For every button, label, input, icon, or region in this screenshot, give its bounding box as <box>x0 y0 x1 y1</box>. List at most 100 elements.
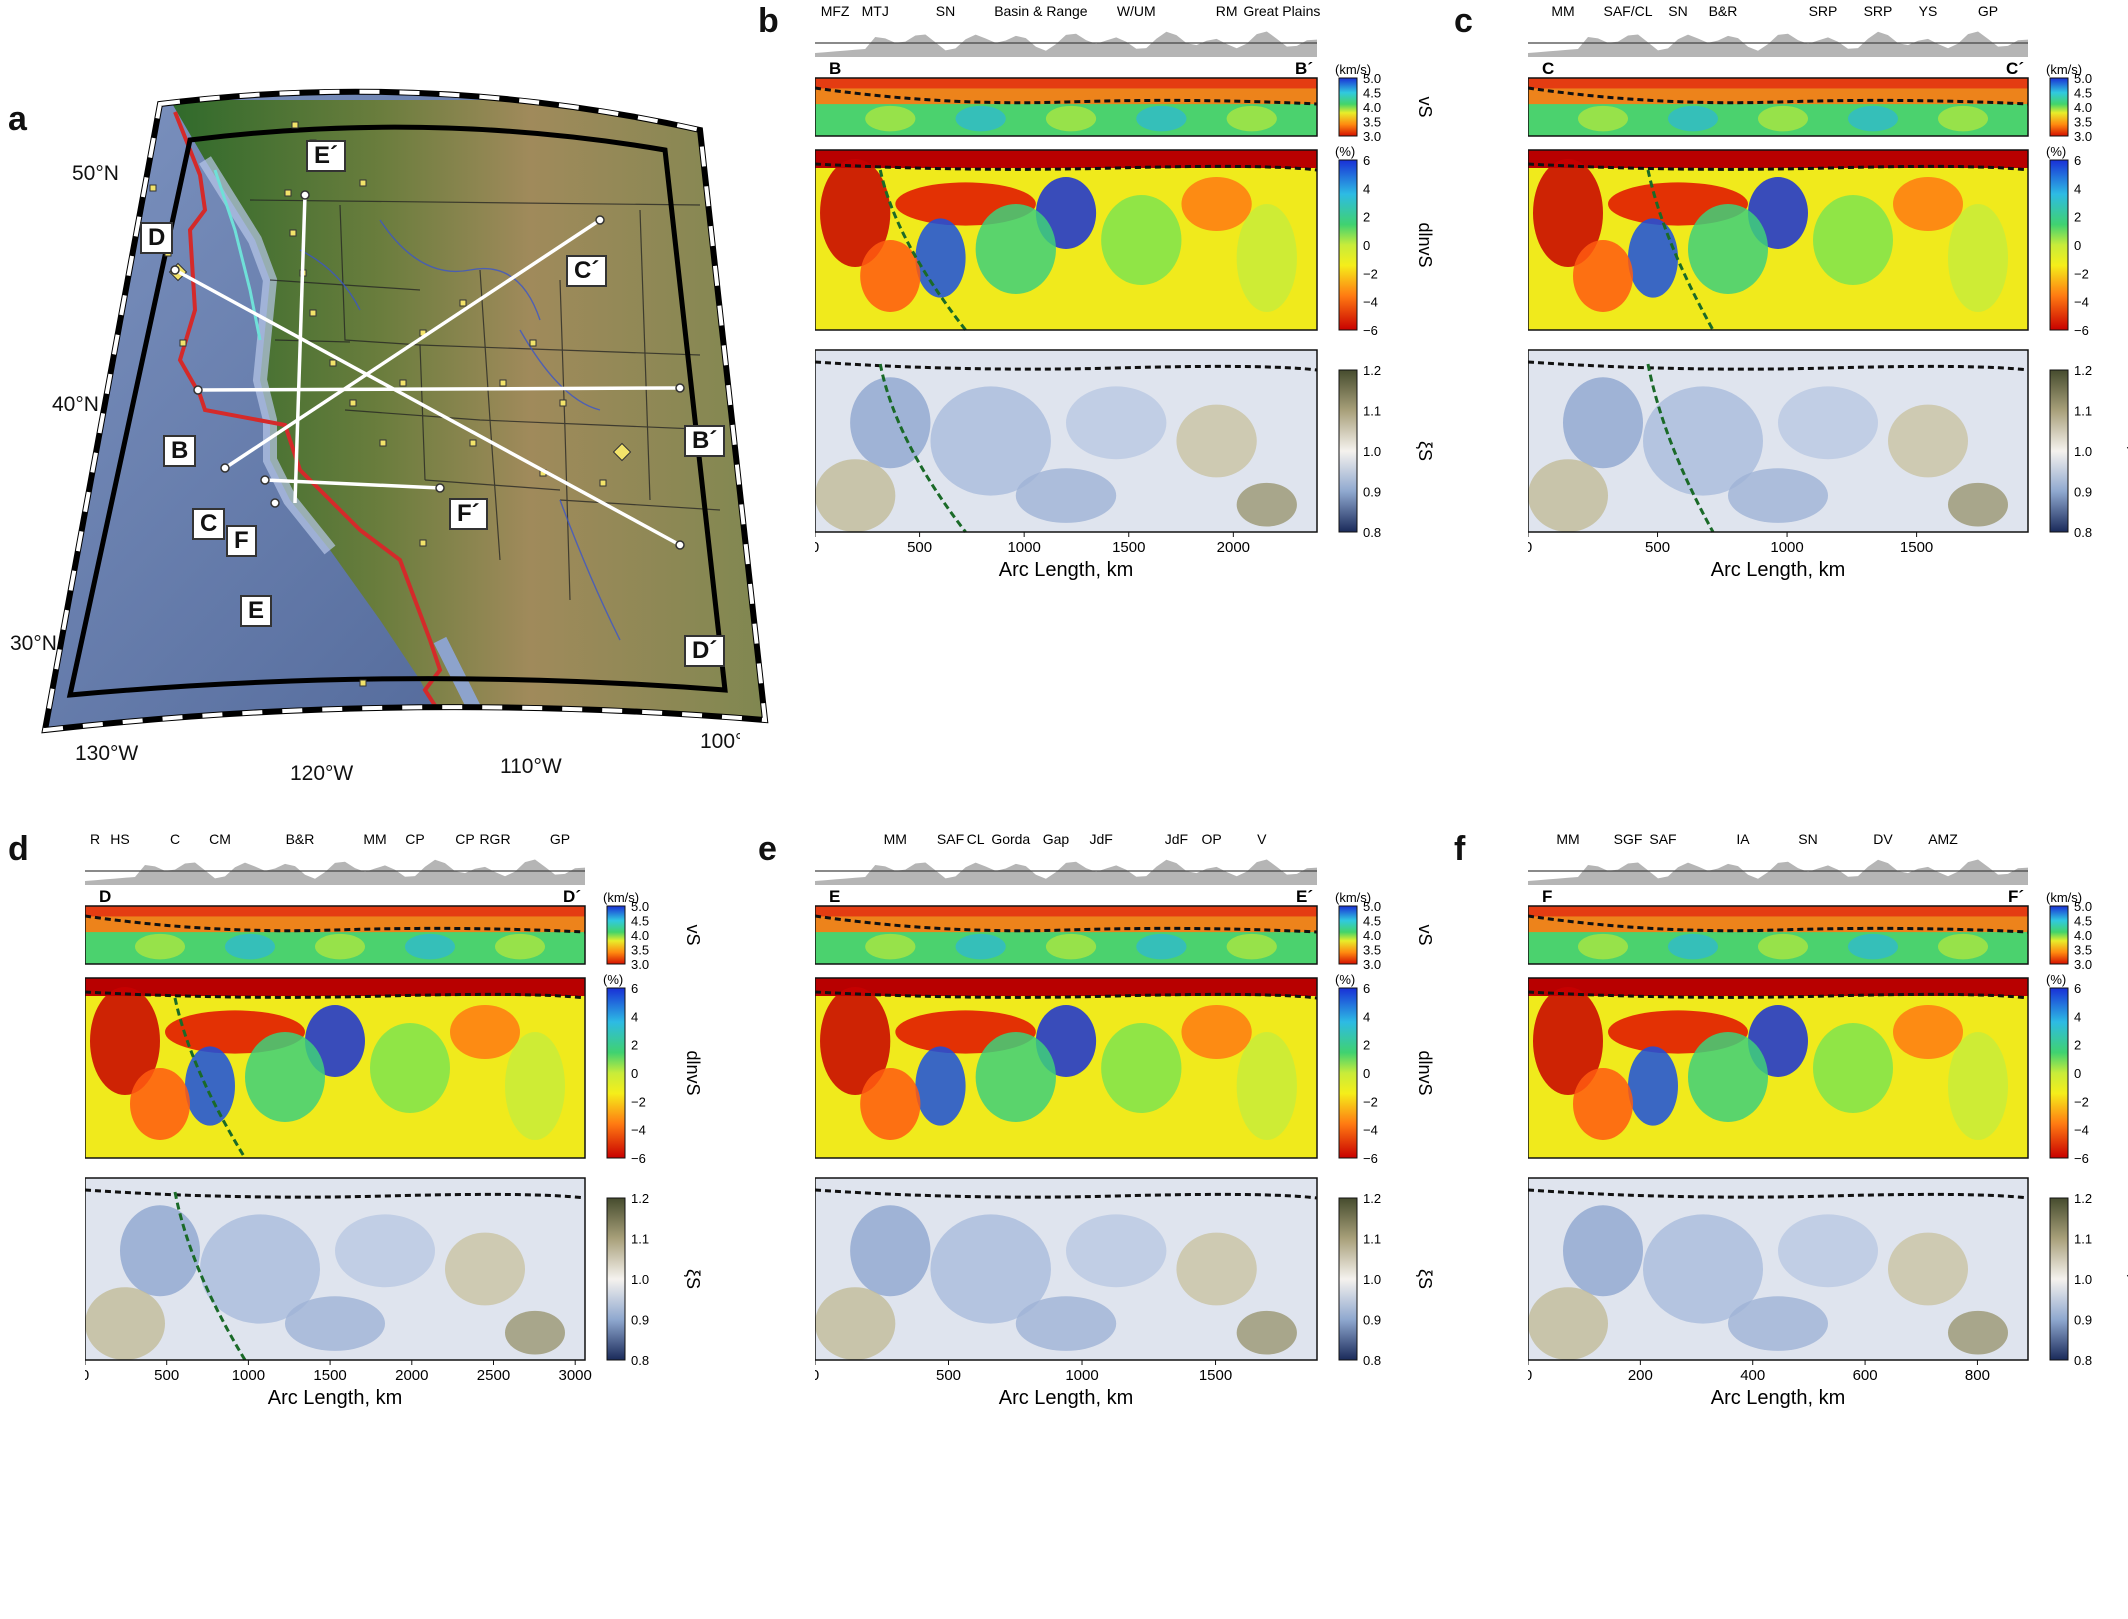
map-label-E-prime: E´ <box>306 140 346 172</box>
colorbar-tick: 0.9 <box>1363 485 1381 500</box>
colorbar-tick: 1.0 <box>631 1272 649 1287</box>
arc-tick: 1000 <box>1065 1367 1098 1384</box>
colorbar-tick: 3.5 <box>631 943 649 958</box>
topo-label: SN <box>1798 831 1817 847</box>
colorbar-tick: 2 <box>2074 210 2081 225</box>
lat-label-30: 30°N <box>10 632 57 655</box>
arc-tick: 1000 <box>232 1367 265 1384</box>
section-end-label: E´ <box>1296 887 1313 906</box>
topo-label: MM <box>1556 831 1579 847</box>
topo-label: SGF <box>1614 831 1643 847</box>
topo-label: CP <box>405 831 424 847</box>
map-panel <box>41 88 769 734</box>
arc-tick: 1500 <box>313 1367 346 1384</box>
topo-label: R <box>90 831 100 847</box>
section-end-label: D´ <box>563 887 581 906</box>
colorbar-tick: −2 <box>1363 1094 1378 1109</box>
colorbar-title: dlnvS <box>2126 222 2128 267</box>
topo-label: SAF <box>1649 831 1676 847</box>
colorbar-title: vS <box>2126 924 2128 945</box>
arc-tick: 500 <box>1645 539 1670 556</box>
arc-tick: 1500 <box>1112 539 1145 556</box>
colorbar-title: vS <box>1415 96 1435 117</box>
map-label-F: F <box>226 525 257 557</box>
map-label-D: D <box>140 222 174 254</box>
topo-label: MTJ <box>862 3 889 19</box>
colorbar-tick: 0.8 <box>1363 525 1381 540</box>
colorbar-title: dlnvS <box>1415 222 1435 267</box>
arc-tick: 400 <box>1740 1367 1765 1384</box>
colorbar-xi-d: 1.2 1.1 1.0 0.9 0.8 ξS <box>606 1191 703 1368</box>
arc-tick: 200 <box>1628 1367 1653 1384</box>
topo-label: CL <box>967 831 985 847</box>
topo-label: GP <box>1978 3 1998 19</box>
colorbar-tick: 4.5 <box>2074 914 2092 929</box>
colorbar-tick: 3.5 <box>2074 943 2092 958</box>
colorbar-tick: 4.0 <box>2074 928 2092 943</box>
colorbar-dv-e: (%) 6 4 2 0 −2 −4 −6 dlnvS <box>1335 972 1435 1166</box>
colorbar-unit: (km/s) <box>1335 62 1371 77</box>
colorbar-tick: 0.9 <box>2074 485 2092 500</box>
colorbar-tick: 0 <box>1363 238 1370 253</box>
dv-panel-c: 0100200300400 <box>1528 149 2029 331</box>
xi-panel-b: 0100200300400 <box>815 349 1318 533</box>
colorbar-title: ξS <box>1415 1269 1435 1289</box>
section-end-label: C´ <box>2006 59 2024 78</box>
arc-tick: 3000 <box>559 1367 592 1384</box>
colorbar-tick: 1.2 <box>631 1191 649 1206</box>
colorbar-tick: 0.8 <box>631 1353 649 1368</box>
colorbar-title: ξS <box>683 1269 703 1289</box>
topo-label: HS <box>110 831 129 847</box>
topo-label: SAF <box>937 831 964 847</box>
colorbar-title: dlnvS <box>2126 1050 2128 1095</box>
colorbar-xi-e: 1.2 1.1 1.0 0.9 0.8 ξS <box>1338 1191 1435 1368</box>
colorbar-title: ξS <box>1415 441 1435 461</box>
colorbar-tick: 4.5 <box>1363 86 1381 101</box>
lat-label-50: 50°N <box>72 162 119 185</box>
section-end-label: F´ <box>2008 887 2024 906</box>
topo-label: SN <box>1668 3 1687 19</box>
colorbar-tick: −2 <box>2074 266 2089 281</box>
colorbar-tick: 0.9 <box>631 1313 649 1328</box>
colorbar-unit: (%) <box>603 972 623 987</box>
colorbar-tick: 6 <box>2074 981 2081 996</box>
arc-length-label: Arc Length, km <box>268 1387 403 1409</box>
xi-panel-c: 0100200300400 <box>1528 349 2029 533</box>
colorbar-tick: −2 <box>1363 266 1378 281</box>
vs-panel-e: EE´050100 <box>815 887 1318 965</box>
colorbar-tick: −4 <box>1363 1123 1378 1138</box>
topo-label: MM <box>363 831 386 847</box>
topo-label: Gorda <box>991 831 1030 847</box>
topo-strip-f: MM SGF SAF IA SN DV AMZ <box>1528 831 2028 885</box>
map-label-D-prime: D´ <box>684 635 726 667</box>
colorbar-tick: 3.5 <box>1363 115 1381 130</box>
section-start-label: C <box>1542 59 1554 78</box>
colorbar-tick: 0 <box>631 1066 638 1081</box>
topo-label: CP <box>455 831 474 847</box>
colorbar-tick: −6 <box>1363 1151 1378 1166</box>
xi-panel-e: 0100200300400 <box>815 1177 1318 1361</box>
topo-label: JdF <box>1089 831 1112 847</box>
dv-panel-d: 0100200300400 <box>85 977 586 1159</box>
colorbar-tick: 6 <box>2074 153 2081 168</box>
colorbar-unit: (km/s) <box>2046 890 2082 905</box>
colorbar-tick: 3.0 <box>1363 129 1381 144</box>
topo-label: V <box>1257 831 1267 847</box>
arc-tick: 0 <box>85 1367 89 1384</box>
section-end-label: B´ <box>1295 59 1313 78</box>
colorbar-tick: 1.1 <box>1363 404 1381 419</box>
colorbar-tick: 0.9 <box>2074 1313 2092 1328</box>
colorbar-dv-f: (%) 6 4 2 0 −2 −4 −6 dlnvS <box>2046 972 2128 1166</box>
colorbar-tick: 5.0 <box>2074 899 2092 914</box>
colorbar-tick: 1.2 <box>2074 363 2092 378</box>
colorbar-tick: 1.0 <box>2074 444 2092 459</box>
topo-label: OP <box>1201 831 1221 847</box>
colorbar-tick: 0.8 <box>2074 525 2092 540</box>
map-labels: 50°N 40°N 30°N 130°W 120°W 110°W 100°W B… <box>0 80 770 880</box>
colorbar-tick: 4.5 <box>631 914 649 929</box>
colorbar-tick: 1.2 <box>1363 1191 1381 1206</box>
map-label-C: C <box>192 508 226 540</box>
arc-tick: 0 <box>815 539 819 556</box>
lon-label-130: 130°W <box>75 742 139 765</box>
